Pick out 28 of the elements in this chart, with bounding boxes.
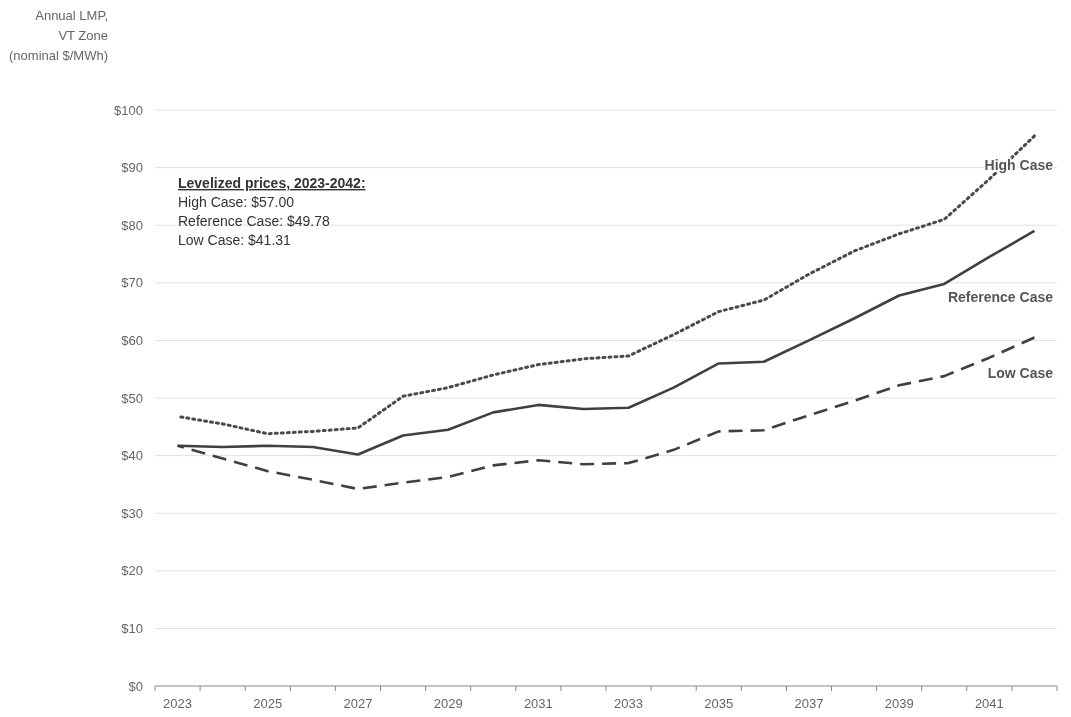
- x-tick-label: 2033: [614, 696, 644, 711]
- x-tick-label: 2031: [523, 696, 553, 711]
- y-tick-label: $60: [121, 332, 143, 348]
- x-tick-label: 2029: [433, 696, 463, 711]
- x-tick-label: 2023: [163, 696, 193, 711]
- y-tick-label: $50: [121, 390, 143, 406]
- annotation: Levelized prices, 2023-2042:: [178, 175, 366, 191]
- y-axis-title: Annual LMP, VT Zone (nominal $/MWh): [9, 8, 108, 63]
- x-tick-label: 2035: [704, 696, 734, 711]
- x-tick-label: 2039: [884, 696, 914, 711]
- annotation: Reference Case: $49.78: [178, 213, 330, 229]
- x-tick-label: 2041: [974, 696, 1004, 711]
- annotation: Low Case: $41.31: [178, 232, 292, 248]
- y-tick-label: $100: [114, 102, 143, 118]
- series-label: Reference Case: [947, 288, 1054, 305]
- series-label: Low Case: [987, 364, 1054, 381]
- x-tick-label: 2037: [794, 696, 824, 711]
- y-tick-label: $20: [121, 563, 143, 579]
- y-tick-label: $0: [128, 678, 143, 694]
- y-tick-label: $10: [121, 620, 143, 636]
- x-tick-label: 2025: [253, 696, 283, 711]
- x-tick-label: 2027: [343, 696, 373, 711]
- y-tick-label: $90: [121, 160, 143, 176]
- y-tick-label: $30: [121, 505, 143, 521]
- y-tick-label: $70: [121, 275, 143, 291]
- y-tick-label: $40: [121, 448, 143, 464]
- annotation: High Case: $57.00: [178, 194, 295, 210]
- y-tick-label: $80: [121, 217, 143, 233]
